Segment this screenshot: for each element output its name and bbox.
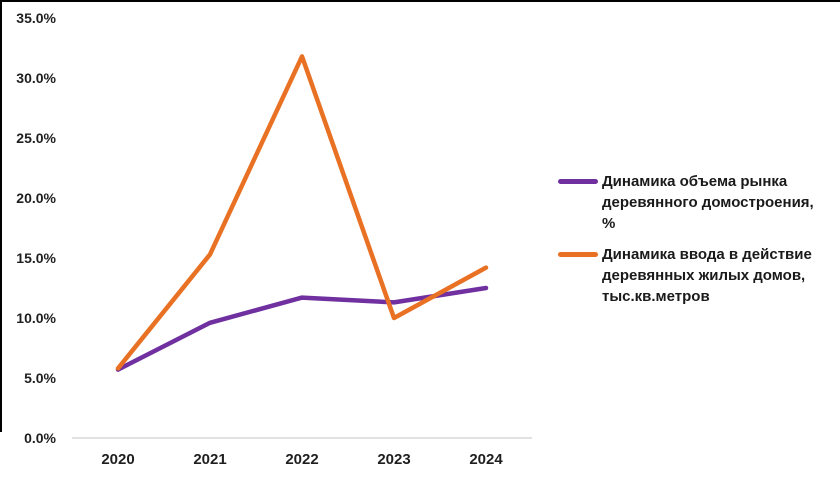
y-axis-tick-label: 5.0% xyxy=(24,370,56,386)
series-line-0 xyxy=(115,285,489,372)
y-axis-tick-label: 10.0% xyxy=(16,310,56,326)
frame-left-border xyxy=(0,0,2,432)
x-axis-tick-label: 2021 xyxy=(193,451,227,468)
legend: Динамика объема рынка деревянного домост… xyxy=(558,171,834,307)
x-axis-tick-label: 2024 xyxy=(469,451,503,468)
y-axis-tick-label: 20.0% xyxy=(16,190,56,206)
frame-top-border xyxy=(0,0,840,2)
legend-item-market-volume: Динамика объема рынка деревянного домост… xyxy=(558,171,834,234)
y-axis-tick-label: 15.0% xyxy=(16,250,56,266)
x-axis-tick-label: 2020 xyxy=(101,451,135,468)
y-axis-tick-label: 0.0% xyxy=(24,430,56,446)
legend-label-housing-input: Динамика ввода в действие деревянных жил… xyxy=(602,246,812,305)
y-axis-tick-label: 35.0% xyxy=(16,10,56,26)
legend-marker-market-volume-icon xyxy=(558,179,598,184)
x-axis-tick-label: 2023 xyxy=(377,451,411,468)
y-axis-tick-label: 30.0% xyxy=(16,70,56,86)
series-line-1 xyxy=(115,54,489,371)
legend-item-housing-input: Динамика ввода в действие деревянных жил… xyxy=(558,244,834,307)
legend-marker-housing-input-icon xyxy=(558,252,598,257)
legend-label-market-volume: Динамика объема рынка деревянного домост… xyxy=(602,173,814,232)
y-axis-tick-label: 25.0% xyxy=(16,130,56,146)
x-axis-tick-label: 2022 xyxy=(285,451,319,468)
